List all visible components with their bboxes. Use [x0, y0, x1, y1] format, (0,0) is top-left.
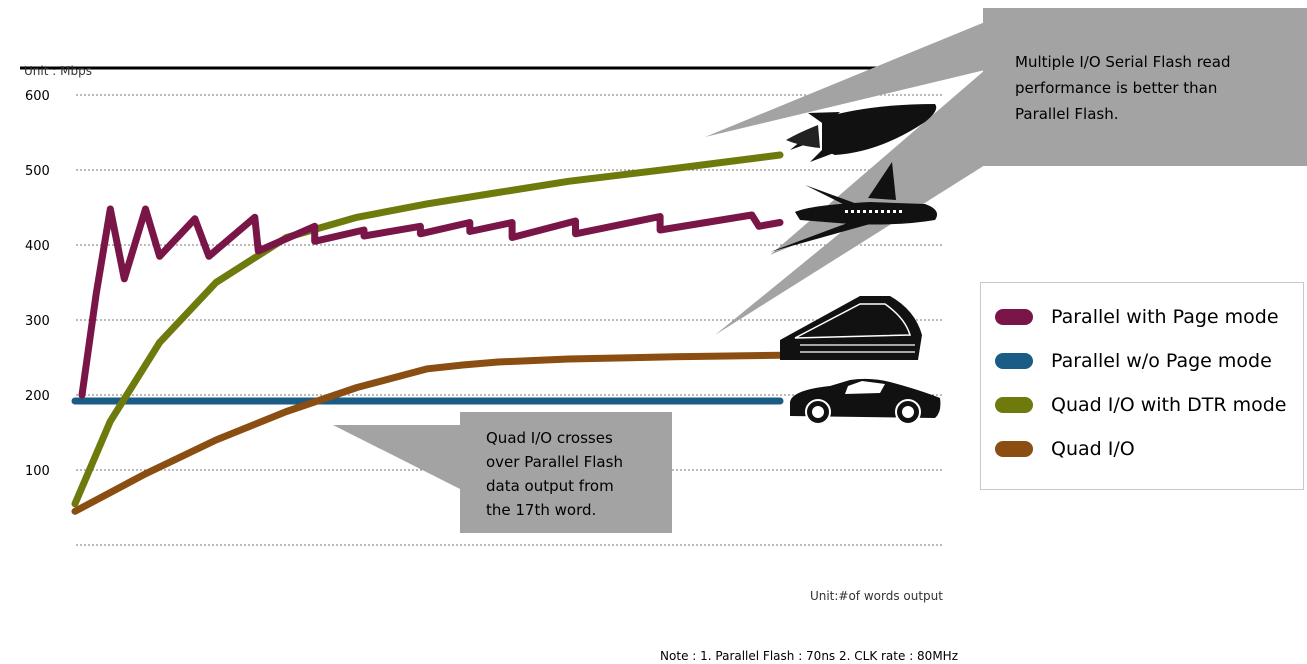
rocket-icon: [786, 104, 937, 162]
footnote: Note : 1. Parallel Flash : 70ns 2. CLK r…: [660, 649, 958, 663]
y-unit-label: Unit : Mbps: [24, 64, 92, 78]
callout-top-text: Multiple I/O Serial Flash read performan…: [1015, 53, 1235, 123]
legend: Parallel with Page mode Parallel w/o Page…: [980, 282, 1304, 490]
y-tick-labels: 100 200 300 400 500 600: [25, 89, 50, 479]
legend-item: Quad I/O with DTR mode: [995, 391, 1286, 419]
train-icon: [780, 296, 922, 360]
x-unit-label: Unit:#of words output: [810, 589, 943, 603]
legend-label: Quad I/O with DTR mode: [1051, 394, 1287, 416]
legend-swatch: [995, 397, 1033, 413]
y-tick-label: 500: [25, 164, 50, 179]
legend-swatch: [995, 353, 1033, 369]
callout-top-line: Multiple I/O Serial Flash read: [1015, 53, 1230, 71]
callout-bottom-text: Quad I/O crosses over Parallel Flash dat…: [486, 429, 628, 519]
series-lines: [71, 151, 784, 515]
legend-swatch: [995, 309, 1033, 325]
y-tick-label: 300: [25, 314, 50, 329]
callout-top-line: Parallel Flash.: [1015, 105, 1119, 123]
callout-bottom-line: Quad I/O crosses: [486, 429, 613, 447]
legend-label: Quad I/O: [1051, 438, 1135, 460]
y-tick-label: 600: [25, 89, 50, 104]
y-tick-label: 200: [25, 389, 50, 404]
series-line-parallel-with-page-mode: [78, 205, 784, 399]
series-line-quad-i-o-with-dtr-mode: [71, 151, 784, 508]
legend-item: Parallel with Page mode: [995, 303, 1279, 331]
callout-bottom-line: the 17th word.: [486, 501, 596, 519]
legend-item: Quad I/O: [995, 435, 1135, 463]
legend-label: Parallel with Page mode: [1051, 306, 1279, 328]
callout-top-line: performance is better than: [1015, 79, 1217, 97]
callout-bottom-line: data output from: [486, 477, 614, 495]
legend-swatch: [995, 441, 1033, 457]
callout-bottom-line: over Parallel Flash: [486, 453, 623, 471]
callout-bottom-pointer: [333, 425, 462, 490]
legend-label: Parallel w/o Page mode: [1051, 350, 1272, 372]
callout-bottom-box: [460, 412, 672, 533]
airplane-icon: [770, 162, 938, 252]
car-icon: [790, 378, 941, 425]
series-line-quad-i-o: [71, 351, 784, 515]
callout-top-box: [983, 8, 1307, 166]
legend-item: Parallel w/o Page mode: [995, 347, 1272, 375]
y-tick-label: 400: [25, 239, 50, 254]
y-tick-label: 100: [25, 464, 50, 479]
